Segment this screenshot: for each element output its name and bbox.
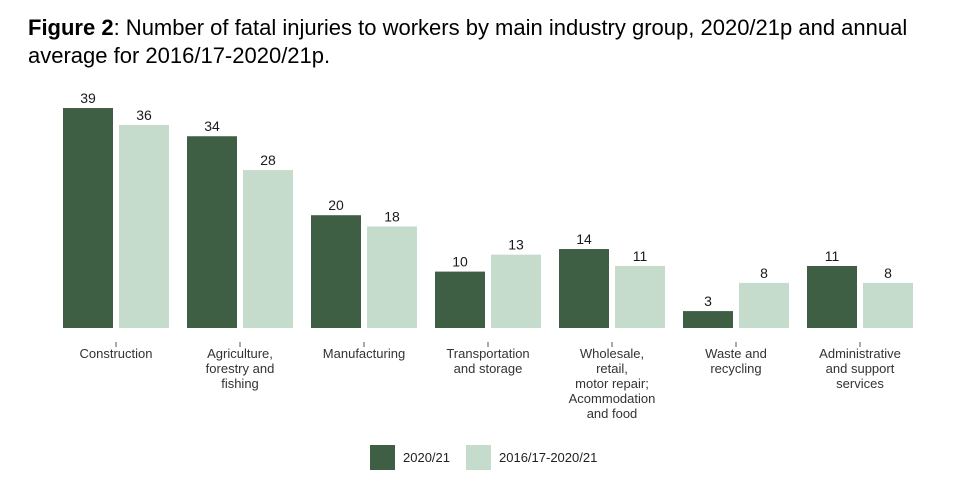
value-label-current-3: 10 (452, 254, 468, 270)
legend-label-average: 2016/17-2020/21 (499, 450, 597, 465)
bars-layer (63, 108, 913, 329)
category-label-0: Construction (80, 346, 153, 361)
figure-title: Figure 2: Number of fatal injuries to wo… (28, 14, 958, 70)
category-label-2: Manufacturing (323, 346, 405, 361)
bar-average-4 (615, 265, 665, 328)
value-label-average-5: 8 (760, 265, 768, 281)
value-label-average-4: 11 (633, 248, 648, 264)
category-label-6: Administrative and support services (819, 346, 901, 391)
bar-current-3 (435, 271, 485, 328)
category-labels-layer: Construction Agriculture, forestry and fish… (80, 346, 901, 421)
legend-label-current: 2020/21 (403, 450, 450, 465)
figure-title-text: : Number of fatal injuries to workers by… (28, 15, 908, 68)
bar-current-5 (683, 311, 733, 328)
legend-swatch-current (370, 445, 395, 470)
category-label-5: Waste and recycling (705, 346, 767, 376)
bar-average-1 (243, 170, 293, 328)
bar-average-5 (739, 282, 789, 328)
bar-current-0 (63, 108, 113, 328)
value-label-current-1: 34 (204, 118, 220, 134)
value-label-average-1: 28 (260, 152, 276, 168)
value-label-average-2: 18 (384, 208, 400, 224)
value-label-current-4: 14 (576, 231, 592, 247)
tick-marks-layer (115, 342, 861, 347)
bar-average-6 (863, 282, 913, 328)
bar-current-1 (187, 136, 237, 328)
legend: 2020/21 2016/17-2020/21 (370, 445, 597, 470)
value-label-average-3: 13 (508, 237, 524, 253)
legend-swatch-average (466, 445, 491, 470)
bar-current-6 (807, 265, 857, 328)
category-label-1: Agriculture, forestry and fishing (206, 346, 275, 391)
category-label-3: Transportation and storage (446, 346, 529, 376)
value-label-average-6: 8 (884, 265, 892, 281)
category-label-4: Wholesale, retail, motor repair; Acommodati… (569, 346, 656, 421)
value-label-current-5: 3 (704, 293, 712, 309)
bar-average-2 (367, 226, 417, 328)
bar-average-3 (491, 254, 541, 328)
value-label-current-0: 39 (80, 90, 96, 106)
bar-current-2 (311, 215, 361, 328)
value-label-current-2: 20 (328, 197, 344, 213)
value-label-average-0: 36 (136, 107, 152, 123)
value-label-current-6: 11 (825, 248, 840, 264)
figure-label: Figure 2 (28, 15, 114, 40)
bar-current-4 (559, 249, 609, 328)
value-labels-layer: 39 36 34 28 20 18 10 13 14 11 3 8 11 8 (80, 90, 892, 309)
bar-average-0 (119, 124, 169, 329)
